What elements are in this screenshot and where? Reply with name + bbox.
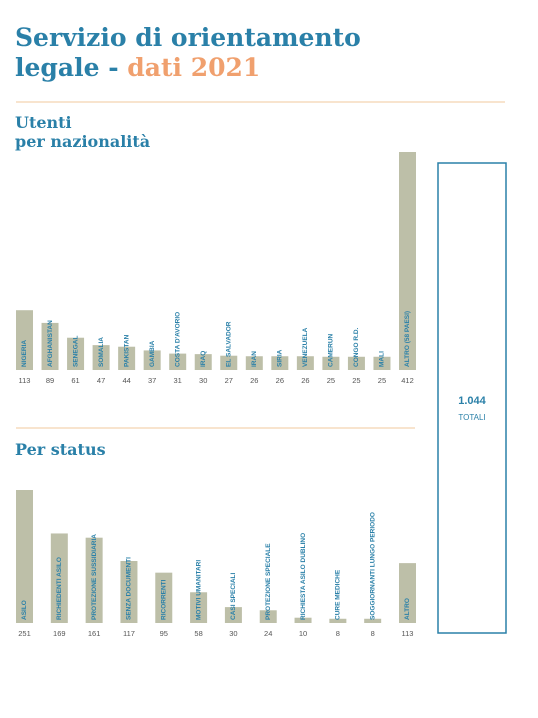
- title-line: legale - dati 2021: [15, 53, 260, 82]
- bar: [67, 337, 85, 370]
- bar: [92, 345, 110, 370]
- bar: [143, 350, 161, 370]
- bar: [245, 356, 263, 370]
- bar: [41, 322, 59, 370]
- title-part: dati 2021: [127, 53, 260, 82]
- category-label: COSTA D'AVORIO: [174, 312, 181, 367]
- value-label: 25: [378, 376, 386, 385]
- value-label: 47: [97, 376, 105, 385]
- bar: [271, 356, 289, 370]
- bar: [120, 561, 138, 623]
- bar: [399, 152, 416, 370]
- bar: [50, 533, 68, 623]
- value-label: 89: [46, 376, 54, 385]
- value-label: 26: [276, 376, 284, 385]
- category-label: AFGHANISTAN: [47, 320, 54, 367]
- category-label: VENEZUELA: [302, 327, 309, 367]
- total-label: TOTALI: [458, 413, 485, 422]
- value-label: 37: [148, 376, 156, 385]
- value-label: 61: [71, 376, 79, 385]
- category-label: PAKISTAN: [123, 334, 130, 367]
- title-part: legale -: [15, 53, 119, 82]
- section-title: Per status: [15, 440, 106, 459]
- bar: [322, 356, 340, 370]
- value-label: 25: [327, 376, 335, 385]
- value-label: 10: [299, 629, 307, 638]
- category-label: MALI: [379, 351, 386, 367]
- bar: [169, 353, 187, 370]
- value-label: 117: [123, 629, 135, 638]
- bar: [190, 592, 208, 623]
- bar: [224, 607, 242, 623]
- bar: [296, 356, 314, 370]
- bar: [194, 354, 212, 370]
- category-label: IRAQ: [200, 351, 207, 367]
- value-label: 26: [301, 376, 309, 385]
- category-label: SENEGAL: [72, 336, 79, 367]
- category-label: ALTRO: [404, 598, 411, 620]
- value-label: 169: [53, 629, 66, 638]
- bar: [329, 618, 347, 623]
- value-label: 25: [352, 376, 360, 385]
- value-label: 27: [225, 376, 233, 385]
- value-label: 95: [160, 629, 168, 638]
- value-label: 412: [401, 376, 414, 385]
- category-label: ASILO: [21, 600, 28, 620]
- category-label: RICHIESTA ASILO DUBLINO: [300, 533, 307, 620]
- value-label: 8: [371, 629, 375, 638]
- category-label: SENZA DOCUMENTI: [126, 557, 133, 620]
- value-label: 30: [229, 629, 237, 638]
- category-label: EL SALVADOR: [225, 321, 232, 367]
- category-label: RICHIEDENTI ASILO: [56, 557, 63, 620]
- value-label: 8: [336, 629, 340, 638]
- category-label: SIRIA: [277, 349, 284, 367]
- bar: [399, 563, 416, 623]
- bar: [155, 572, 173, 623]
- bar: [347, 356, 365, 370]
- value-label: 24: [264, 629, 272, 638]
- category-label: CASI SPECIALI: [230, 572, 237, 620]
- value-label: 161: [88, 629, 101, 638]
- category-label: NIGERIA: [21, 340, 28, 367]
- value-label: 58: [194, 629, 202, 638]
- category-label: SOGGIORNANTI LUNGO PERIODO: [369, 512, 376, 620]
- value-label: 30: [199, 376, 207, 385]
- total-value: 1.044: [458, 395, 486, 407]
- value-label: 113: [19, 376, 31, 385]
- category-label: SOMALIA: [98, 337, 105, 367]
- value-label: 251: [18, 629, 31, 638]
- bar: [85, 537, 103, 623]
- bar: [259, 610, 277, 623]
- value-label: 44: [122, 376, 130, 385]
- bar: [220, 355, 238, 370]
- bar: [373, 356, 391, 370]
- title-line: Servizio di orientamento: [15, 23, 361, 52]
- bar: [364, 618, 382, 623]
- total-box: [437, 162, 507, 634]
- category-label: GAMBIA: [149, 340, 156, 367]
- section-title: Utenti: [15, 113, 72, 132]
- category-label: IRAN: [251, 351, 258, 367]
- bar: [16, 490, 33, 623]
- category-label: CAMERUN: [328, 333, 335, 367]
- bar: [16, 310, 33, 370]
- value-label: 31: [174, 376, 182, 385]
- category-label: PROTEZIONE SPECIALE: [265, 543, 272, 620]
- bar: [118, 346, 136, 370]
- category-label: CONGO R.D.: [353, 327, 360, 367]
- value-label: 26: [250, 376, 258, 385]
- value-label: 113: [402, 629, 414, 638]
- category-label: PROTEZIONE SUSSIDIARIA: [91, 534, 98, 620]
- section-subtitle: per nazionalità: [15, 132, 150, 151]
- bar: [294, 617, 312, 623]
- category-label: ALTRO (58 PAESI): [404, 311, 411, 367]
- category-label: MOTIVI UMANITARI: [195, 560, 202, 620]
- category-label: RICORRENTI: [160, 579, 167, 620]
- category-label: CURE MEDICHE: [335, 569, 342, 620]
